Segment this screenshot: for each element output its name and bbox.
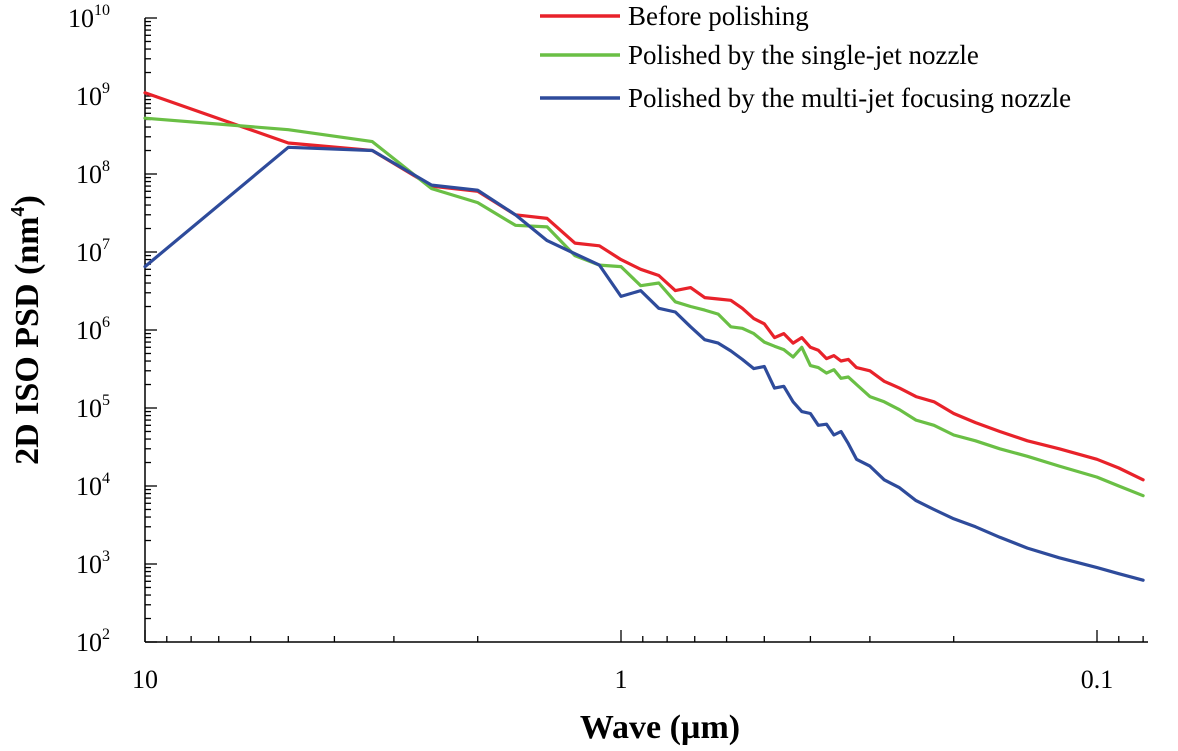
y-tick-label: 107 <box>76 236 110 267</box>
y-tick-exp: 9 <box>102 80 110 97</box>
y-tick-base: 10 <box>76 628 102 657</box>
y-tick-label: 1010 <box>68 2 110 33</box>
y-tick-label: 108 <box>76 158 110 189</box>
y-tick-base: 10 <box>76 160 102 189</box>
y-tick-exp: 5 <box>102 392 110 409</box>
series-line-3 <box>143 145 1145 582</box>
y-tick-base: 10 <box>76 316 102 345</box>
legend-label-1: Before polishing <box>628 1 809 31</box>
y-tick-base: 10 <box>68 4 94 33</box>
y-tick-exp: 3 <box>102 548 110 565</box>
x-tick-label: 10 <box>132 665 158 694</box>
y-tick-base: 10 <box>76 550 102 579</box>
x-tick-label: 0.1 <box>1081 665 1114 694</box>
y-tick-label: 104 <box>76 470 110 501</box>
legend-label-3: Polished by the multi-jet focusing nozzl… <box>628 83 1071 113</box>
x-tick-label: 1 <box>615 665 628 694</box>
series-line-2 <box>143 116 1145 498</box>
y-tick-base: 10 <box>76 394 102 423</box>
y-tick-base: 10 <box>76 238 102 267</box>
y-tick-label: 105 <box>76 392 110 423</box>
y-tick-exp: 2 <box>102 626 110 643</box>
x-axis-title: Wave (µm) <box>580 709 740 746</box>
y-axis-title: 2D ISO PSD (nm4) <box>7 195 46 465</box>
series-lines <box>143 91 1145 582</box>
y-axis-title-sup: 4 <box>7 206 29 216</box>
y-tick-label: 103 <box>76 548 110 579</box>
y-axis-title-main: 2D ISO PSD (nm <box>9 216 46 464</box>
y-tick-label: 102 <box>76 626 110 657</box>
legend: Before polishing Polished by the single-j… <box>540 1 1071 113</box>
y-tick-base: 10 <box>76 472 102 501</box>
y-tick-label: 109 <box>76 80 110 111</box>
series-line-1 <box>143 91 1145 482</box>
y-axis-title-close: ) <box>9 195 46 206</box>
y-tick-exp: 4 <box>102 470 110 487</box>
y-tick-base: 10 <box>76 82 102 111</box>
y-tick-exp: 6 <box>102 314 110 331</box>
y-tick-exp: 8 <box>102 158 110 175</box>
y-tick-exp: 7 <box>102 236 110 253</box>
legend-label-2: Polished by the single-jet nozzle <box>628 40 979 70</box>
y-tick-exp: 10 <box>94 2 110 19</box>
y-tick-label: 106 <box>76 314 110 345</box>
